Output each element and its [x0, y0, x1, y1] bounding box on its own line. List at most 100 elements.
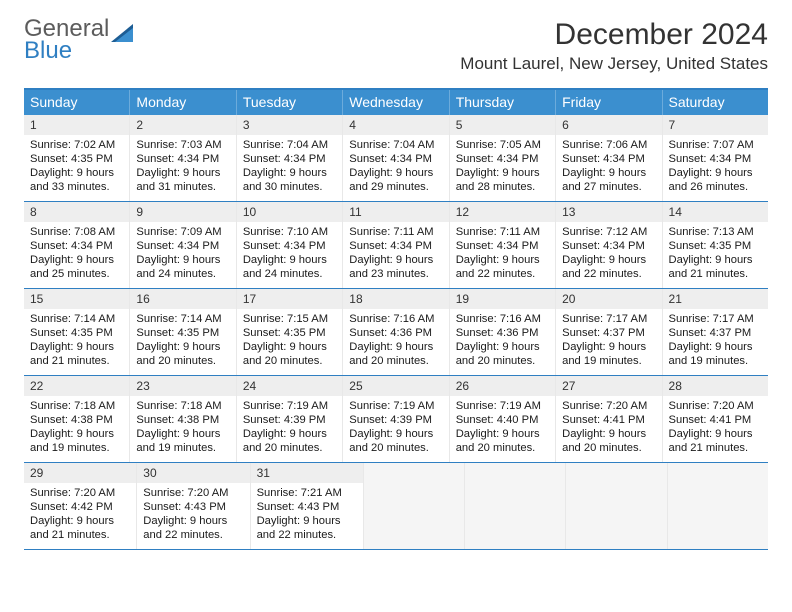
daylight-line: Daylight: 9 hours and 20 minutes. [456, 340, 549, 368]
day-cell: 5Sunrise: 7:05 AMSunset: 4:34 PMDaylight… [450, 115, 556, 201]
sunset-line: Sunset: 4:35 PM [30, 152, 123, 166]
sunset-line: Sunset: 4:35 PM [669, 239, 762, 253]
day-number: 10 [237, 202, 342, 222]
daylight-line: Daylight: 9 hours and 20 minutes. [243, 427, 336, 455]
day-cell: 24Sunrise: 7:19 AMSunset: 4:39 PMDayligh… [237, 376, 343, 462]
sunrise-line: Sunrise: 7:20 AM [562, 399, 655, 413]
sunset-line: Sunset: 4:39 PM [349, 413, 442, 427]
day-cell: 9 Sunrise: 7:09 AMSunset: 4:34 PMDaylight… [130, 202, 236, 288]
daylight-line: Daylight: 9 hours and 26 minutes. [669, 166, 762, 194]
daylight-line: Daylight: 9 hours and 20 minutes. [456, 427, 549, 455]
empty-day-cell [668, 463, 768, 549]
day-number: 22 [24, 376, 129, 396]
day-number: 11 [343, 202, 448, 222]
sunrise-line: Sunrise: 7:20 AM [669, 399, 762, 413]
daylight-line: Daylight: 9 hours and 24 minutes. [136, 253, 229, 281]
daylight-line: Daylight: 9 hours and 20 minutes. [136, 340, 229, 368]
weekday-header: Thursday [450, 90, 556, 115]
day-cell: 30Sunrise: 7:20 AMSunset: 4:43 PMDayligh… [137, 463, 250, 549]
sunset-line: Sunset: 4:34 PM [136, 239, 229, 253]
sunset-line: Sunset: 4:34 PM [456, 152, 549, 166]
daylight-line: Daylight: 9 hours and 19 minutes. [136, 427, 229, 455]
sunset-line: Sunset: 4:42 PM [30, 500, 130, 514]
day-number: 1 [24, 115, 129, 135]
day-cell: 2Sunrise: 7:03 AMSunset: 4:34 PMDaylight… [130, 115, 236, 201]
day-number: 25 [343, 376, 448, 396]
daylight-line: Daylight: 9 hours and 20 minutes. [349, 427, 442, 455]
day-number: 29 [24, 463, 136, 483]
sunset-line: Sunset: 4:36 PM [349, 326, 442, 340]
sunset-line: Sunset: 4:34 PM [562, 239, 655, 253]
week-row: 22Sunrise: 7:18 AMSunset: 4:38 PMDayligh… [24, 376, 768, 463]
day-cell: 12Sunrise: 7:11 AMSunset: 4:34 PMDayligh… [450, 202, 556, 288]
sunrise-line: Sunrise: 7:08 AM [30, 225, 123, 239]
daylight-line: Daylight: 9 hours and 20 minutes. [562, 427, 655, 455]
sunrise-line: Sunrise: 7:04 AM [243, 138, 336, 152]
logo-text: General Blue [24, 18, 109, 61]
sunrise-line: Sunrise: 7:09 AM [136, 225, 229, 239]
day-number: 30 [137, 463, 249, 483]
sunset-line: Sunset: 4:34 PM [669, 152, 762, 166]
day-number: 16 [130, 289, 235, 309]
daylight-line: Daylight: 9 hours and 20 minutes. [349, 340, 442, 368]
daylight-line: Daylight: 9 hours and 29 minutes. [349, 166, 442, 194]
daylight-line: Daylight: 9 hours and 21 minutes. [669, 427, 762, 455]
calendar-page: General Blue December 2024 Mount Laurel,… [0, 0, 792, 612]
sunset-line: Sunset: 4:34 PM [136, 152, 229, 166]
sunset-line: Sunset: 4:34 PM [349, 152, 442, 166]
sunset-line: Sunset: 4:35 PM [243, 326, 336, 340]
sunset-line: Sunset: 4:41 PM [669, 413, 762, 427]
sunrise-line: Sunrise: 7:11 AM [349, 225, 442, 239]
sunset-line: Sunset: 4:35 PM [136, 326, 229, 340]
day-number: 14 [663, 202, 768, 222]
page-title: December 2024 [460, 18, 768, 52]
sunset-line: Sunset: 4:34 PM [456, 239, 549, 253]
weekday-header: Tuesday [237, 90, 343, 115]
sunrise-line: Sunrise: 7:17 AM [562, 312, 655, 326]
sunset-line: Sunset: 4:34 PM [349, 239, 442, 253]
day-number: 20 [556, 289, 661, 309]
day-number: 5 [450, 115, 555, 135]
day-cell: 6Sunrise: 7:06 AMSunset: 4:34 PMDaylight… [556, 115, 662, 201]
sunrise-line: Sunrise: 7:02 AM [30, 138, 123, 152]
logo: General Blue [24, 18, 137, 61]
logo-line2: Blue [24, 37, 72, 64]
sunrise-line: Sunrise: 7:19 AM [243, 399, 336, 413]
day-cell: 13 Sunrise: 7:12 AMSunset: 4:34 PMDayligh… [556, 202, 662, 288]
empty-day-cell [465, 463, 566, 549]
sunset-line: Sunset: 4:34 PM [243, 239, 336, 253]
day-number: 7 [663, 115, 768, 135]
sunset-line: Sunset: 4:34 PM [243, 152, 336, 166]
day-number: 2 [130, 115, 235, 135]
day-cell: 14Sunrise: 7:13 AMSunset: 4:35 PMDayligh… [663, 202, 768, 288]
day-cell: 21Sunrise: 7:17 AMSunset: 4:37 PMDayligh… [663, 289, 768, 375]
sunrise-line: Sunrise: 7:06 AM [562, 138, 655, 152]
sunrise-line: Sunrise: 7:10 AM [243, 225, 336, 239]
weekday-header: Friday [556, 90, 662, 115]
day-number: 26 [450, 376, 555, 396]
day-number: 8 [24, 202, 129, 222]
daylight-line: Daylight: 9 hours and 30 minutes. [243, 166, 336, 194]
day-cell: 3Sunrise: 7:04 AMSunset: 4:34 PMDaylight… [237, 115, 343, 201]
sunset-line: Sunset: 4:34 PM [562, 152, 655, 166]
sunrise-line: Sunrise: 7:12 AM [562, 225, 655, 239]
sunset-line: Sunset: 4:38 PM [30, 413, 123, 427]
week-row: 15Sunrise: 7:14 AMSunset: 4:35 PMDayligh… [24, 289, 768, 376]
day-cell: 8Sunrise: 7:08 AMSunset: 4:34 PMDaylight… [24, 202, 130, 288]
day-number: 13 [556, 202, 661, 222]
day-number: 9 [130, 202, 235, 222]
sunrise-line: Sunrise: 7:13 AM [669, 225, 762, 239]
daylight-line: Daylight: 9 hours and 22 minutes. [562, 253, 655, 281]
week-row: 1 Sunrise: 7:02 AMSunset: 4:35 PM Daylight… [24, 115, 768, 202]
day-number: 23 [130, 376, 235, 396]
weekday-header: Monday [130, 90, 236, 115]
weekday-header-row: SundayMondayTuesdayWednesdayThursdayFrid… [24, 90, 768, 115]
page-subtitle: Mount Laurel, New Jersey, United States [460, 54, 768, 74]
weekday-header: Saturday [663, 90, 768, 115]
sunset-line: Sunset: 4:41 PM [562, 413, 655, 427]
sunset-line: Sunset: 4:43 PM [257, 500, 357, 514]
title-block: December 2024 Mount Laurel, New Jersey, … [460, 18, 768, 74]
sunrise-line: Sunrise: 7:05 AM [456, 138, 549, 152]
day-cell: 15Sunrise: 7:14 AMSunset: 4:35 PMDayligh… [24, 289, 130, 375]
day-number: 15 [24, 289, 129, 309]
